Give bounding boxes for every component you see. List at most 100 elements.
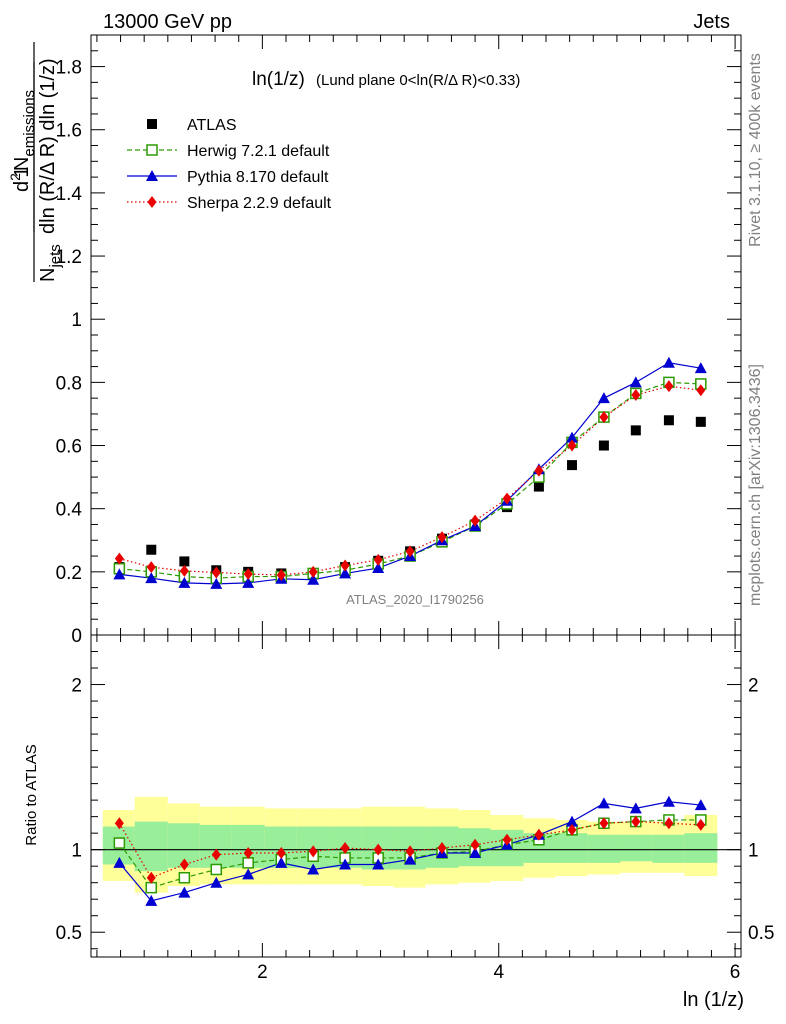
main-series-markers <box>113 356 707 589</box>
main-point-sherpa-15 <box>599 411 609 424</box>
ratio-point-pythia-7 <box>339 858 352 870</box>
main-y-tick-label-7: 1.4 <box>56 184 83 205</box>
main-y-tick-label-6: 1.2 <box>56 247 82 268</box>
ratio-point-sherpa-11 <box>470 838 480 851</box>
ratio-y-tick-label-left-1: 1 <box>71 841 82 862</box>
main-point-sherpa-10 <box>437 531 447 544</box>
main-point-pythia-17 <box>662 356 675 368</box>
ratio-y-tick-label-left-2: 2 <box>71 676 82 697</box>
ratio-point-sherpa-13 <box>534 828 544 841</box>
ratio-point-sherpa-12 <box>502 833 512 846</box>
main-y-tick-label-4: 0.8 <box>56 373 82 394</box>
ratio-point-herwig-1 <box>145 881 158 894</box>
ratio-point-sherpa-9 <box>405 845 415 858</box>
legend: ATLAS Herwig 7.2.1 default Pythia 8.170 de… <box>127 117 332 212</box>
legend-marker-sherpa <box>147 196 157 208</box>
main-point-sherpa-1 <box>146 561 156 574</box>
main-y-tick-label-3: 0.6 <box>56 437 82 458</box>
axis-ticks <box>91 34 741 957</box>
x-axis-label: ln (1/z) <box>683 989 744 1011</box>
ratio-point-sherpa-15 <box>599 817 609 830</box>
main-point-sherpa-13 <box>534 464 544 477</box>
main-point-sherpa-0 <box>114 552 124 565</box>
main-y-tick-label-2: 0.4 <box>56 500 83 521</box>
main-point-sherpa-18 <box>696 384 706 397</box>
ratio-point-pythia-11 <box>469 846 482 858</box>
ratio-point-sherpa-1 <box>146 871 156 884</box>
x-tick-label-1: 4 <box>493 962 504 983</box>
ratio-band-green-bin-17 <box>652 834 685 863</box>
ratio-y-tick-label-left-0: 0.5 <box>56 923 82 944</box>
x-tick-label-2: 6 <box>730 962 741 983</box>
ratio-band-green-bin-14 <box>555 833 588 863</box>
ratio-point-pythia-0 <box>113 856 126 868</box>
main-y-tick-label-9: 1.8 <box>56 58 82 79</box>
main-point-sherpa-16 <box>631 389 641 401</box>
ratio-band-green-bin-1 <box>134 821 168 872</box>
main-point-sherpa-6 <box>308 565 318 578</box>
main-point-sherpa-3 <box>211 566 221 579</box>
ratio-point-sherpa-3 <box>211 848 221 861</box>
main-point-sherpa-12 <box>502 492 512 505</box>
main-point-atlas-16 <box>630 425 641 436</box>
ratio-point-sherpa-16 <box>631 815 641 828</box>
main-point-pythia-14 <box>566 431 578 443</box>
legend-marker-pythia <box>146 170 158 181</box>
main-point-atlas-13 <box>533 481 544 492</box>
ratio-point-sherpa-18 <box>696 818 706 831</box>
main-point-pythia-18 <box>694 362 707 374</box>
main-point-sherpa-17 <box>664 380 674 393</box>
ratio-band-green-bin-3 <box>199 824 232 868</box>
legend-label-sherpa: Sherpa 2.2.9 default <box>187 195 332 212</box>
energy-label: 13000 GeV pp <box>103 11 232 33</box>
main-y-tick-label-0: 0 <box>71 626 82 647</box>
main-y-axis-label: 1 Njets d2Nemissions dln (R/Δ R) dln (1/… <box>7 42 64 282</box>
analysis-id-label: ATLAS_2020_I1790256 <box>346 592 484 607</box>
y-label-ratio-numerator: 1 <box>11 166 33 177</box>
main-point-sherpa-4 <box>243 568 253 581</box>
y-label-d2n: d2Nemissions <box>7 90 38 192</box>
ratio-point-pythia-8 <box>372 858 385 870</box>
main-point-pythia-2 <box>178 576 191 588</box>
ratio-point-herwig-2 <box>178 871 191 884</box>
mcplots-reference-label: mcplots.cern.ch [arXiv:1306.3436] <box>747 364 764 606</box>
ratio-band-green-bin-16 <box>620 834 653 862</box>
ratio-point-sherpa-7 <box>340 842 350 855</box>
main-point-pythia-15 <box>597 392 610 404</box>
main-point-sherpa-11 <box>470 514 480 527</box>
ratio-y-tick-label-right-0: 0.5 <box>748 923 774 944</box>
main-point-sherpa-2 <box>179 564 189 577</box>
legend-label-pythia: Pythia 8.170 default <box>187 169 329 186</box>
ratio-point-pythia-9 <box>404 853 417 865</box>
main-point-pythia-3 <box>210 577 223 589</box>
ratio-point-sherpa-4 <box>243 846 253 859</box>
ratio-point-pythia-15 <box>597 797 610 809</box>
main-point-atlas-14 <box>567 460 577 471</box>
ratio-point-sherpa-17 <box>664 817 674 830</box>
x-tick-label-0: 2 <box>257 962 268 983</box>
main-point-atlas-15 <box>598 440 609 451</box>
main-point-pythia-1 <box>145 572 158 584</box>
main-y-tick-label-5: 1 <box>71 310 82 331</box>
main-point-pythia-6 <box>307 573 320 585</box>
legend-label-atlas: ATLAS <box>187 117 237 134</box>
ratio-point-sherpa-10 <box>437 842 447 855</box>
ratio-point-herwig-3 <box>210 863 223 876</box>
legend-marker-atlas <box>147 119 157 129</box>
main-point-atlas-17 <box>663 415 674 426</box>
ratio-y-tick-label-right-1: 1 <box>748 841 759 862</box>
ratio-point-pythia-14 <box>566 815 578 827</box>
ratio-point-pythia-3 <box>210 876 223 888</box>
ratio-point-sherpa-8 <box>373 843 383 856</box>
main-point-atlas-18 <box>695 416 706 427</box>
main-point-pythia-16 <box>629 376 642 388</box>
main-point-sherpa-8 <box>373 553 383 566</box>
axis-tick-labels: 2 4 6 0 0.2 0.4 0.6 0.8 1 1.2 1.4 1.6 1.8 0.5 0.5 1 1 2 2 <box>56 58 775 983</box>
ratio-point-sherpa-5 <box>276 846 286 859</box>
main-point-sherpa-7 <box>340 559 350 572</box>
ratio-panel-frame <box>90 634 742 958</box>
ratio-point-pythia-17 <box>662 795 675 807</box>
ratio-y-axis-label: Ratio to ATLAS <box>23 744 40 845</box>
ratio-point-pythia-18 <box>694 799 707 811</box>
y-label-denominator: dln (R/Δ R) dln (1/z) <box>37 58 59 234</box>
